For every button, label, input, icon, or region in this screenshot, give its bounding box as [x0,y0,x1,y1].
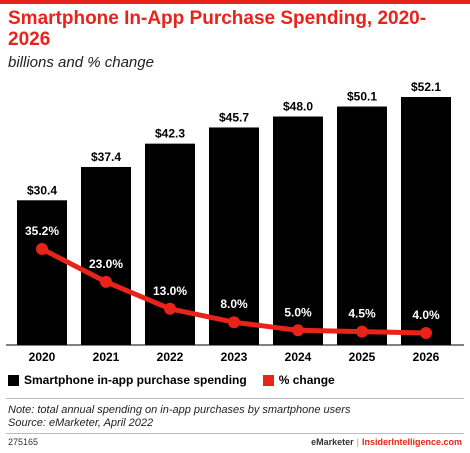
bar-label-2025: $50.1 [347,90,377,104]
percent-point-2020 [36,243,48,255]
bar-value-labels: $30.4 $37.4 $42.3 $45.7 $48.0 $50.1 $52.1 [27,80,441,197]
percent-label-2024: 5.0% [284,305,312,319]
top-accent-rule [0,0,470,4]
source-text: Source: eMarketer, April 2022 [8,417,154,429]
bar-2021 [81,166,131,345]
bar-label-2021: $37.4 [91,150,121,164]
brand-site: InsiderIntelligence.com [361,437,462,447]
bar-series [17,97,451,345]
legend-swatch-spending [8,374,19,386]
brand-separator: | [356,437,359,447]
x-axis-tick-labels: 2020 2021 2022 2023 2024 2025 2026 [29,350,440,364]
legend-item-percent-change: % change [262,373,335,387]
chart-plot: $30.4 $37.4 $42.3 $45.7 $48.0 $50.1 $52.1 35.2… [6,80,464,364]
bar-2020 [17,200,67,345]
percent-point-2024 [292,324,304,337]
x-tick-2023: 2023 [221,350,248,364]
brand-name: eMarketer [311,437,354,447]
percent-label-2021: 23.0% [89,257,123,271]
chart-id: 275165 [8,437,39,447]
bar-2023 [209,127,259,345]
divider-top [6,398,464,399]
bar-label-2020: $30.4 [27,183,57,197]
brand-credit: eMarketer | InsiderIntelligence.com [311,437,462,447]
note-text: Note: total annual spending on in-app pu… [8,404,351,416]
legend-item-spending: Smartphone in-app purchase spending [8,373,247,387]
percent-label-2022: 13.0% [153,284,187,298]
percent-point-2023 [228,316,240,329]
legend-label-spending: Smartphone in-app purchase spending [24,373,247,387]
chart-subtitle: billions and % change [8,54,154,71]
bar-2025 [337,106,387,345]
legend-label-percent-change: % change [278,373,335,387]
x-tick-2026: 2026 [413,350,440,364]
bar-2026 [401,97,451,345]
bar-label-2023: $45.7 [219,110,249,124]
percent-point-2026 [420,327,432,339]
x-tick-2020: 2020 [29,350,56,364]
bar-label-2024: $48.0 [283,100,313,114]
x-tick-2022: 2022 [157,350,184,364]
legend: Smartphone in-app purchase spending % ch… [8,373,351,387]
bar-label-2022: $42.3 [155,127,185,141]
notes-block: Note: total annual spending on in-app pu… [8,404,350,430]
chart-title: Smartphone In-App Purchase Spending, 202… [8,8,427,50]
x-tick-2021: 2021 [93,350,120,364]
divider-bottom [6,433,464,434]
bar-label-2026: $52.1 [411,80,441,94]
percent-label-2023: 8.0% [220,297,248,311]
legend-swatch-percent-change [262,374,274,386]
percent-label-2025: 4.5% [348,307,376,321]
percent-point-2022 [164,302,176,315]
percent-label-2026: 4.0% [412,308,440,322]
percent-change-series: 35.2% 23.0% 13.0% 8.0% 5.0% 4.5% 4.0% [25,224,440,339]
percent-point-2021 [100,275,112,288]
percent-label-2020: 35.2% [25,224,59,238]
x-tick-2025: 2025 [349,350,376,364]
x-tick-2024: 2024 [285,350,312,364]
bar-2024 [273,116,323,345]
percent-point-2025 [356,325,368,338]
